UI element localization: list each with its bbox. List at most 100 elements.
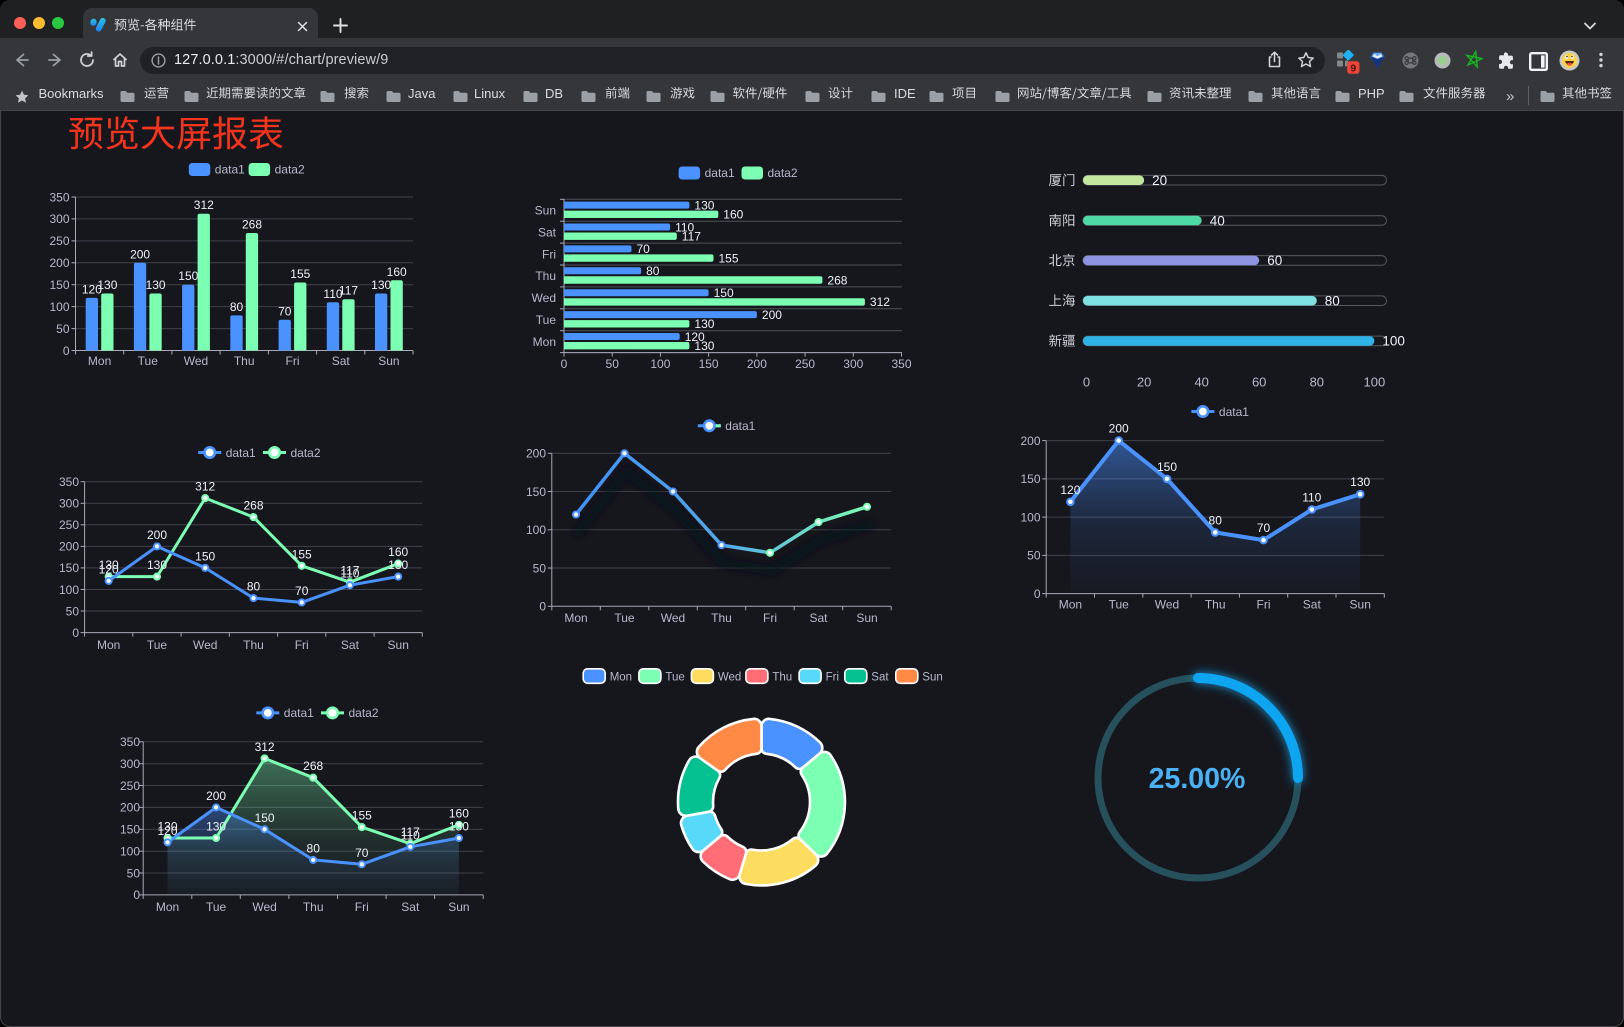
svg-text:data2: data2 [768,166,798,180]
svg-text:Mon: Mon [564,611,587,625]
svg-text:Wed: Wed [184,354,208,368]
svg-text:Mon: Mon [1059,598,1082,612]
svg-text:100: 100 [526,523,546,537]
svg-text:Thu: Thu [234,354,255,368]
svg-text:Tue: Tue [536,313,557,327]
svg-text:Sun: Sun [388,638,409,652]
svg-text:70: 70 [278,304,292,318]
svg-text:350: 350 [49,190,69,204]
svg-text:200: 200 [206,789,226,803]
svg-text:250: 250 [49,234,69,248]
svg-text:Wed: Wed [193,638,217,652]
svg-text:60: 60 [1252,375,1266,390]
svg-text:50: 50 [127,866,141,880]
svg-text:100: 100 [120,845,140,859]
svg-text:data1: data1 [705,166,735,180]
svg-text:120: 120 [1060,483,1080,497]
svg-text:130: 130 [371,278,391,292]
svg-text:150: 150 [714,286,734,300]
svg-text:0: 0 [539,600,546,614]
svg-text:300: 300 [843,357,863,371]
svg-text:Sat: Sat [401,900,420,914]
svg-text:Tue: Tue [665,672,684,684]
svg-text:150: 150 [49,278,69,292]
svg-text:Mon: Mon [97,638,120,652]
svg-text:80: 80 [646,264,660,278]
svg-text:130: 130 [97,278,117,292]
svg-text:250: 250 [120,779,140,793]
svg-text:20: 20 [1137,375,1151,390]
svg-text:0: 0 [63,344,70,358]
svg-text:9: 9 [1350,62,1356,74]
svg-text:200: 200 [120,801,140,815]
svg-text:350: 350 [59,475,79,489]
svg-text:312: 312 [870,295,890,309]
svg-text:data1: data1 [215,162,245,176]
svg-text:Sat: Sat [1303,598,1322,612]
svg-text:110: 110 [1302,491,1321,505]
svg-text:130: 130 [99,558,119,572]
svg-text:data1: data1 [725,419,755,433]
svg-text:110: 110 [340,567,359,581]
svg-text:200: 200 [1109,422,1129,436]
svg-text:150: 150 [1020,472,1040,486]
svg-text:Mon: Mon [88,354,111,368]
svg-text:100: 100 [49,300,69,314]
svg-text:Tue: Tue [1109,598,1130,612]
svg-text:Thu: Thu [772,672,792,684]
svg-text:Sat: Sat [871,672,889,684]
svg-text:70: 70 [355,846,369,860]
svg-text:150: 150 [178,269,198,283]
svg-text:25.00%: 25.00% [1149,763,1246,795]
svg-text:120: 120 [685,330,705,344]
svg-text:Sun: Sun [1350,598,1371,612]
svg-text:80: 80 [1209,513,1223,527]
svg-text:100: 100 [1020,510,1040,524]
svg-text:150: 150 [1157,460,1177,474]
svg-text:Mon: Mon [156,900,179,914]
svg-text:Tue: Tue [147,638,168,652]
svg-text:117: 117 [339,284,358,298]
svg-text:130: 130 [694,339,714,353]
svg-text:312: 312 [255,740,275,754]
svg-text:117: 117 [401,825,420,839]
svg-text:117: 117 [340,564,359,578]
svg-text:80: 80 [1325,294,1340,309]
svg-text:268: 268 [303,759,323,773]
svg-text:40: 40 [1194,375,1208,390]
svg-text:Sun: Sun [448,900,469,914]
svg-text:data1: data1 [284,706,314,720]
svg-text:100: 100 [59,583,79,597]
svg-text:50: 50 [606,357,620,371]
svg-text:130: 130 [1350,475,1370,489]
svg-text:155: 155 [290,267,310,281]
svg-text:50: 50 [1027,549,1041,563]
svg-text:155: 155 [292,547,312,561]
svg-text:268: 268 [243,499,263,513]
svg-text:200: 200 [59,540,79,554]
svg-text:0: 0 [72,626,79,640]
svg-text:Tue: Tue [614,611,635,625]
svg-text:312: 312 [195,480,215,494]
svg-text:200: 200 [130,247,150,261]
svg-text:50: 50 [533,561,547,575]
svg-text:130: 130 [694,317,714,331]
svg-text:Thu: Thu [1205,598,1226,612]
svg-text:Tue: Tue [138,354,159,368]
svg-text:160: 160 [387,265,407,279]
svg-text:Fri: Fri [355,900,369,914]
svg-text:150: 150 [120,823,140,837]
svg-text:130: 130 [449,820,469,834]
svg-text:Wed: Wed [718,672,741,684]
svg-text:120: 120 [82,282,102,296]
svg-text:150: 150 [526,485,546,499]
svg-text:80: 80 [1310,375,1324,390]
svg-text:Fri: Fri [286,354,300,368]
svg-text:120: 120 [157,824,177,838]
svg-text:Sat: Sat [332,354,351,368]
svg-text:data2: data2 [349,706,379,720]
svg-text:130: 130 [388,558,408,572]
svg-text:70: 70 [295,584,309,598]
svg-text:50: 50 [66,604,80,618]
svg-text:Sun: Sun [922,672,942,684]
